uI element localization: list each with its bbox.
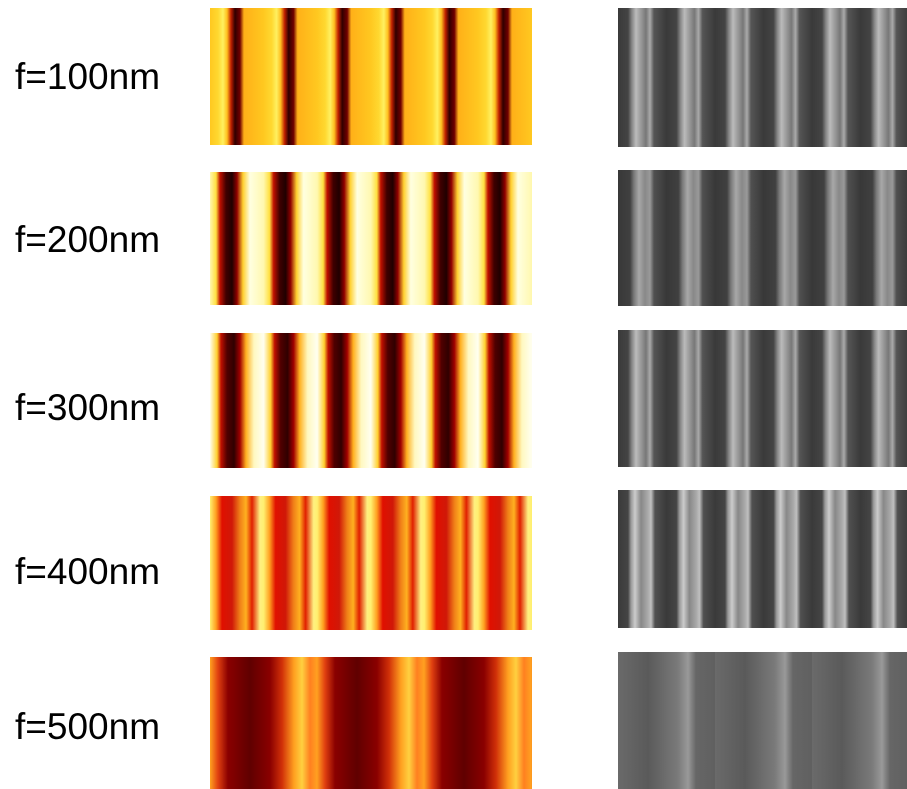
row-label: f=100nm	[15, 57, 160, 97]
simulation-image	[210, 172, 532, 305]
sem-image	[618, 170, 907, 306]
sem-image	[618, 8, 907, 147]
row-label: f=400nm	[15, 552, 160, 592]
sem-image	[618, 330, 907, 467]
row-label: f=500nm	[15, 707, 160, 747]
simulation-image	[210, 496, 532, 630]
simulation-image	[210, 8, 532, 145]
sem-image	[618, 652, 907, 789]
sem-image	[618, 490, 907, 628]
row-label: f=200nm	[15, 220, 160, 260]
row-label: f=300nm	[15, 388, 160, 428]
figure: f=100nm f=200nm f=300nm f=400nm f=500nm	[0, 0, 907, 789]
simulation-image	[210, 657, 532, 789]
simulation-image	[210, 333, 532, 468]
